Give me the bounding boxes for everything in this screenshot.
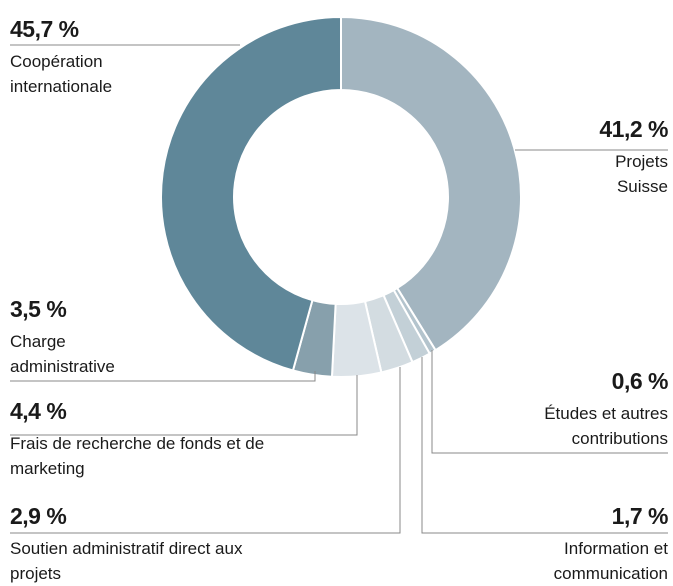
slice-label: 0,6 % Études et autres contributions	[468, 367, 668, 451]
category-label: Projets Suisse	[615, 152, 668, 196]
leader-line	[10, 371, 316, 382]
category-label: Coopération internationale	[10, 52, 113, 96]
slice-label: 4,4 % Frais de recherche de fonds et de m…	[10, 397, 290, 481]
slice	[340, 15, 522, 352]
slice	[160, 15, 342, 372]
category-label: Charge administrative	[10, 332, 115, 376]
slice-label: 41,2 % Projets Suisse	[578, 115, 668, 199]
value-label: 4,4 %	[10, 398, 67, 424]
category-label: Information et communication	[553, 539, 668, 583]
slice-label: 45,7 % Coopération internationale	[10, 15, 160, 99]
category-label: Frais de recherche de fonds et de market…	[10, 434, 265, 478]
leader-line	[421, 357, 668, 534]
category-label: Soutien administratif direct aux projets	[10, 539, 243, 583]
category-label: Études et autres contributions	[544, 404, 668, 448]
value-label: 3,5 %	[10, 296, 67, 322]
slice-label: 2,9 % Soutien administratif direct aux pr…	[10, 502, 280, 586]
value-label: 1,7 %	[611, 503, 669, 529]
leader-line	[10, 375, 358, 436]
value-label: 0,6 %	[611, 368, 669, 394]
value-label: 41,2 %	[599, 116, 668, 142]
value-label: 2,9 %	[10, 503, 67, 529]
slice-label: 3,5 % Charge administrative	[10, 295, 160, 379]
leader-line	[10, 367, 401, 534]
leader-lines	[10, 44, 668, 534]
leader-line	[431, 350, 668, 454]
value-label: 45,7 %	[10, 16, 79, 42]
slice-label: 1,7 % Information et communication	[508, 502, 669, 586]
